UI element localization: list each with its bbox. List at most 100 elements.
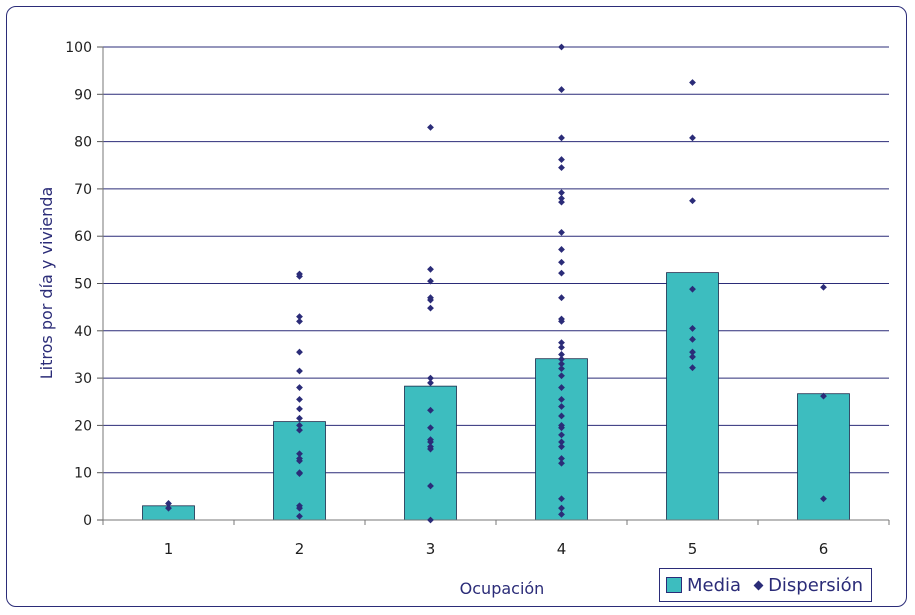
scatter-point	[689, 285, 696, 293]
scatter-point	[558, 258, 565, 266]
scatter-points	[165, 43, 827, 524]
scatter-point	[558, 339, 565, 347]
scatter-point	[427, 265, 434, 273]
scatter-point	[165, 500, 172, 507]
scatter-point	[689, 325, 696, 332]
scatter-point	[558, 372, 565, 380]
scatter-point	[427, 374, 434, 382]
scatter-point	[427, 516, 434, 524]
y-tick-label: 0	[83, 513, 92, 529]
legend: Media Dispersión	[659, 568, 873, 602]
scatter-point	[558, 459, 565, 467]
scatter-point	[558, 384, 565, 391]
scatter-point	[296, 395, 303, 403]
scatter-point	[296, 317, 303, 325]
scatter-point	[296, 457, 303, 465]
bars	[142, 272, 850, 521]
y-tick-label: 20	[74, 418, 92, 434]
y-tick-label: 40	[74, 324, 92, 340]
scatter-point	[558, 431, 565, 439]
legend-marker-dispersion	[753, 580, 764, 590]
scatter-point	[558, 504, 565, 512]
chart-frame	[6, 6, 907, 607]
scatter-point	[689, 197, 696, 205]
scatter-point	[427, 379, 434, 387]
scatter-point	[296, 504, 303, 512]
bar	[404, 385, 457, 521]
scatter-point	[296, 273, 303, 280]
x-tick-label: 3	[426, 540, 436, 558]
scatter-point	[296, 367, 303, 375]
scatter-point	[296, 422, 303, 429]
x-axis-title: Ocupación	[460, 579, 545, 598]
x-tick-label: 6	[819, 540, 829, 558]
scatter-point	[558, 229, 565, 236]
y-tick-label: 70	[74, 182, 92, 198]
y-tick-label: 90	[74, 87, 92, 103]
x-tick-label: 4	[557, 540, 567, 558]
scatter-point	[558, 365, 565, 373]
scatter-point	[296, 405, 303, 413]
scatter-point	[558, 510, 565, 518]
scatter-point	[558, 343, 565, 351]
scatter-point	[296, 348, 303, 356]
scatter-point	[558, 86, 565, 93]
scatter-point	[427, 304, 434, 312]
scatter-point	[689, 134, 696, 142]
scatter-point	[558, 294, 565, 302]
bar	[666, 272, 719, 521]
scatter-point	[427, 438, 434, 446]
scatter-point	[558, 198, 565, 206]
y-tick-label: 30	[74, 371, 92, 387]
scatter-point	[296, 384, 303, 391]
scatter-point	[558, 495, 565, 503]
scatter-point	[427, 406, 434, 414]
y-tick-labels: 0 10 20 30 40 50 60 70 80 90 100	[65, 40, 92, 529]
x-tick-label: 5	[688, 540, 698, 558]
scatter-point	[558, 438, 565, 446]
scatter-point	[820, 392, 827, 400]
scatter-point	[820, 283, 827, 291]
scatter-point	[427, 124, 434, 131]
y-tick-label: 10	[74, 466, 92, 482]
scatter-point	[296, 450, 303, 458]
scatter-point	[427, 277, 434, 285]
legend-swatch-media	[666, 577, 682, 593]
scatter-point	[558, 412, 565, 420]
x-tick-label: 1	[164, 540, 174, 558]
y-tick-label: 50	[74, 277, 92, 293]
legend-label-dispersion: Dispersión	[768, 574, 864, 596]
scatter-point	[689, 79, 696, 86]
y-tick-label: 80	[74, 135, 92, 151]
scatter-point	[558, 189, 565, 197]
scatter-point	[558, 395, 565, 403]
y-tick-label: 60	[74, 229, 92, 245]
scatter-point	[296, 414, 303, 422]
x-tick-label: 2	[295, 540, 305, 558]
scatter-point	[165, 504, 172, 512]
scatter-point	[558, 355, 565, 363]
scatter-point	[427, 424, 434, 432]
y-axis-title: Litros por día y vivienda	[37, 187, 56, 380]
axes	[97, 46, 890, 525]
scatter-point	[558, 194, 565, 202]
scatter-point	[558, 269, 565, 277]
scatter-point	[689, 335, 696, 343]
gridlines	[103, 46, 889, 474]
scatter-point	[558, 43, 565, 51]
legend-label-media: Media	[687, 574, 742, 596]
scatter-point	[689, 348, 696, 356]
scatter-point	[558, 134, 565, 142]
scatter-point	[427, 482, 434, 490]
scatter-point	[558, 317, 565, 325]
scatter-point	[296, 512, 303, 520]
scatter-point	[558, 351, 565, 358]
x-tick-labels: 1 2 3 4 5 6	[164, 540, 829, 558]
scatter-point	[558, 360, 565, 368]
scatter-point	[689, 364, 696, 372]
y-tick-label: 100	[65, 40, 92, 56]
scatter-point	[427, 445, 434, 453]
scatter-point	[296, 313, 303, 321]
scatter-point	[558, 455, 565, 462]
